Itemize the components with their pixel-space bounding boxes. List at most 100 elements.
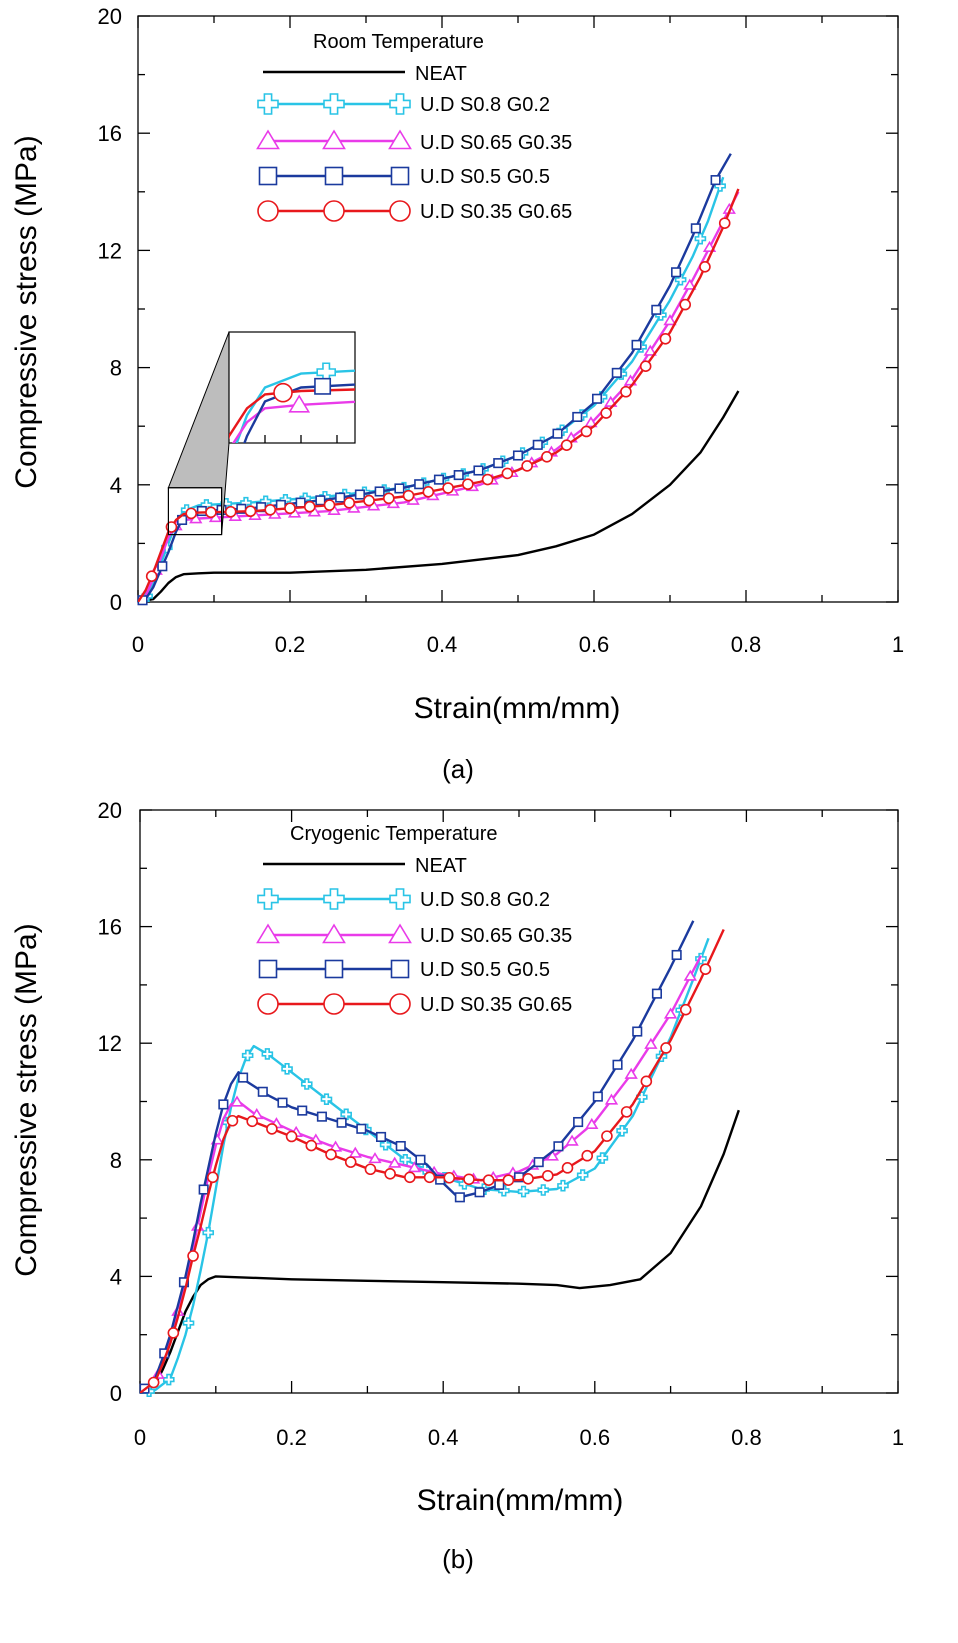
panel-b-series-marker-s065	[683, 969, 697, 981]
panel-a-series-marker-s08	[674, 273, 687, 286]
panel-a-legend-marker-s05	[324, 166, 344, 186]
panel-a-legend: NEAT U.D S0.8 G0.2 U.D S0.65 G0.35 U.D S…	[415, 63, 572, 223]
panel-b-series-marker-s08	[202, 1226, 215, 1239]
panel-b-series-marker-s035	[404, 1171, 416, 1184]
panel-a-series-marker-s05	[433, 474, 445, 485]
panel-b-series-marker-s035	[325, 1148, 337, 1161]
panel-b-series-marker-s035	[423, 1171, 436, 1184]
panel-a-series-marker-s035	[580, 425, 593, 438]
panel-a-series-marker-s05	[196, 505, 207, 517]
panel-b-series-marker-s05	[474, 1187, 485, 1198]
panel-a-ytick-label: 20	[98, 4, 122, 29]
panel-b-series-marker-s065	[348, 1146, 362, 1158]
panel-a-series-marker-s08	[694, 232, 707, 245]
panel-b-series-marker-s035	[640, 1075, 653, 1088]
panel-b-series-marker-s05	[533, 1157, 544, 1168]
panel-b-series-marker-s05	[651, 988, 663, 999]
panel-b-series-marker-s035	[699, 963, 712, 975]
panel-b-xtick-label: 0	[134, 1425, 146, 1450]
panel-b-series-marker-s08	[576, 1169, 589, 1181]
panel-a-series-marker-s05	[354, 489, 365, 500]
panel-b-series-marker-s065	[388, 1156, 402, 1168]
panel-b-series-marker-s05	[336, 1117, 347, 1128]
panel-b-series-marker-s065	[624, 1067, 638, 1079]
panel-b-series-marker-s05	[632, 1026, 643, 1037]
panel-b-series-marker-s035	[660, 1042, 672, 1054]
panel-a-series-marker-s035	[541, 450, 553, 463]
panel-b-legend-label-neat: NEAT	[415, 855, 467, 877]
panel-a-series-marker-s05	[453, 470, 464, 481]
panel-b-legend-marker-s035	[323, 993, 345, 1015]
panel-b-series-marker-s08	[320, 1093, 333, 1105]
panel-a-series-marker-s05	[295, 497, 306, 508]
panel-b-legend-marker-s08	[389, 888, 411, 910]
panel-a-legend-marker-s08	[389, 93, 411, 115]
panel-b-legend-marker-s035	[257, 993, 279, 1015]
panel-b-series-marker-s05	[257, 1086, 268, 1097]
panel-a-legend-label-neat: NEAT	[415, 63, 467, 85]
panel-b-series-marker-s035	[561, 1162, 574, 1174]
panel-b-legend-marker-s065	[322, 923, 346, 944]
panel-a-series-marker-s035	[303, 500, 316, 513]
panel-b-series-marker-s065	[604, 1093, 619, 1105]
panel-b-ytick-label: 4	[110, 1264, 122, 1289]
panel-b-legend-label-s035: U.D S0.35 G0.65	[420, 994, 572, 1016]
panel-a-series-marker-s035	[481, 473, 494, 486]
panel-a-series-marker-s035	[679, 298, 692, 311]
panel-b-series-marker-s05	[494, 1179, 505, 1190]
panel-b-series-marker-s035	[384, 1167, 396, 1180]
panel-a-legend-marker-s05	[390, 166, 410, 186]
panel-a-inset-marker-s035	[273, 382, 293, 403]
panel-b-series-marker-s035	[679, 1003, 692, 1016]
panel-a-series-marker-s05	[394, 483, 405, 494]
panel-a-legend-label-s035: U.D S0.35 G0.65	[420, 201, 572, 223]
panel-b-series-marker-s035	[443, 1171, 456, 1184]
panel-a-legend-marker-s065	[256, 129, 280, 150]
panel-b-legend-label-s065: U.D S0.65 G0.35	[420, 925, 572, 947]
panel-b-legend-label-s05: U.D S0.5 G0.5	[420, 959, 550, 981]
panel-a-series-marker-s05	[315, 495, 326, 506]
panel-a-series-marker-s05	[493, 458, 504, 469]
panel-b-series-marker-s035	[305, 1139, 318, 1152]
panel-a-series-marker-s035	[620, 385, 632, 398]
panel-b-series-marker-s05	[375, 1131, 387, 1142]
panel-a-series-marker-s035	[363, 494, 375, 507]
panel-a-series-marker-s05	[611, 367, 622, 378]
panel-a-plot: 0 0.2 0.4 0.6 0.8 1 0 4 8 12 16 20	[98, 4, 905, 657]
panel-b-series-marker-s035	[364, 1163, 377, 1176]
panel-b-series-marker-s05	[592, 1091, 603, 1102]
panel-b-legend-marker-s05	[390, 959, 410, 979]
panel-b-series-line-s065	[140, 955, 702, 1393]
panel-b-ytick-label: 8	[110, 1148, 122, 1173]
panel-a-series-marker-s05	[532, 439, 543, 450]
panel-a-series-marker-s05	[473, 465, 484, 476]
panel-b-legend-title: Cryogenic Temperature	[290, 823, 498, 845]
panel-a-xtick-label: 0.6	[579, 632, 610, 657]
panel-b-series-marker-s08	[261, 1048, 274, 1060]
panel-a-series-marker-s035	[718, 217, 731, 229]
panel-a-series-marker-s035	[343, 497, 356, 509]
panel-b-series-line-neat	[140, 1109, 740, 1393]
panel-a-series-line-s065	[138, 191, 740, 602]
panel-a-series-marker-s05	[157, 561, 168, 572]
panel-b-series-marker-s05	[316, 1111, 327, 1122]
panel-b-xlabel: Strain(mm/mm)	[417, 1484, 624, 1517]
panel-a-series-marker-s035	[402, 489, 415, 502]
panel-b-series-marker-s035	[167, 1327, 180, 1339]
panel-a-series-marker-s035	[382, 492, 395, 505]
panel-a-inset-marker-s065	[288, 394, 311, 413]
panel-b-legend-marker-s065	[256, 923, 280, 944]
panel-b-legend-marker-s08	[257, 888, 279, 910]
panel-a-legend-marker-s035	[257, 200, 279, 222]
panel-a-series-marker-s035	[185, 507, 197, 520]
panel-b-series-marker-s08	[537, 1184, 550, 1196]
panel-b-series-marker-s065	[565, 1134, 579, 1146]
panel-b-series-marker-s035	[620, 1106, 633, 1118]
panel-a-series-marker-s035	[244, 505, 257, 518]
panel-a-series-marker-s035	[501, 467, 514, 480]
panel-b-legend-marker-s065	[388, 923, 412, 944]
panel-a-zoom-box	[167, 487, 223, 536]
panel-a-series-marker-s035	[699, 261, 711, 273]
panel-a-series-marker-s035	[560, 439, 573, 451]
panel-a-xtick-label: 0.2	[275, 632, 306, 657]
